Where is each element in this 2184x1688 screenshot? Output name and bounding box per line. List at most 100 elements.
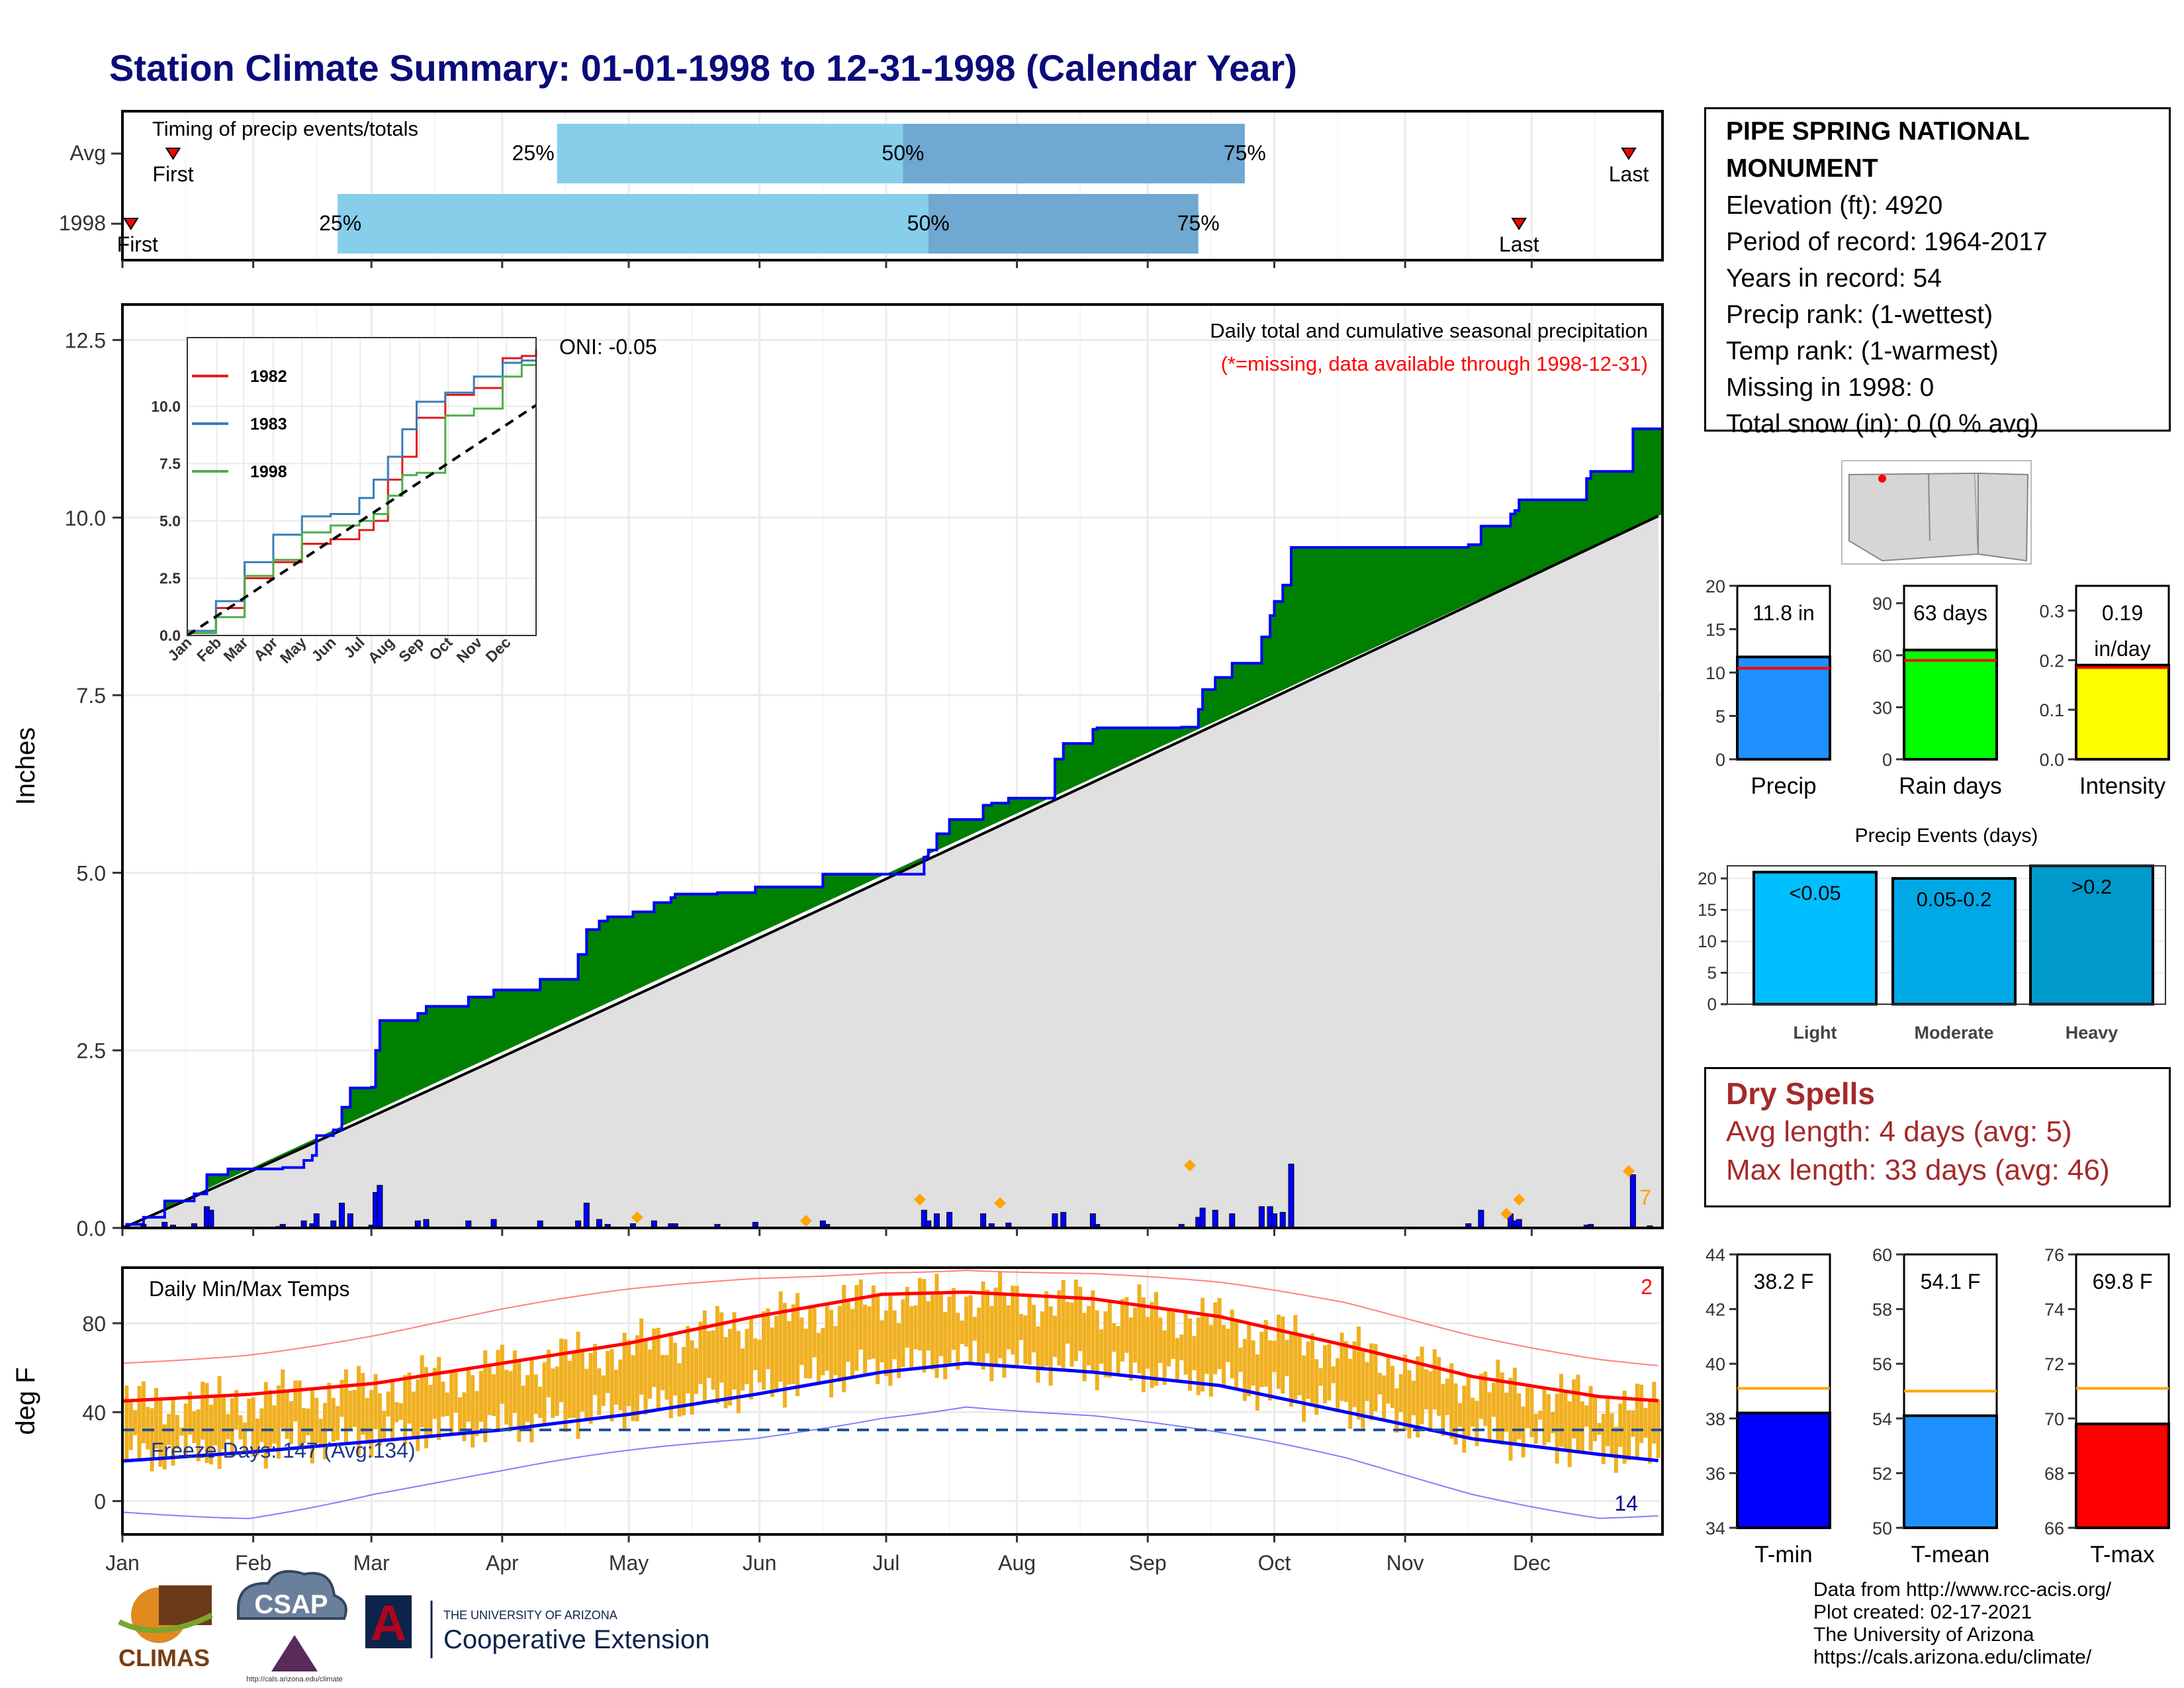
daily-temp-bar xyxy=(1133,1307,1138,1363)
daily-temp-bar xyxy=(1398,1374,1403,1413)
daily-temp-bar xyxy=(913,1305,918,1350)
station-missing: Missing in 1998: 0 xyxy=(1726,373,1934,402)
daily-temp-bar xyxy=(171,1397,175,1466)
daily-temp-bar xyxy=(1179,1335,1184,1360)
daily-temp-bar xyxy=(1238,1347,1243,1372)
daily-temp-bar xyxy=(357,1366,361,1455)
daily-temp-bar xyxy=(698,1321,703,1384)
daily-temp-bar xyxy=(1057,1290,1062,1366)
daily-temp-bar xyxy=(1213,1302,1218,1374)
daily-temp-bar xyxy=(238,1415,243,1440)
daily-temp-bar xyxy=(331,1397,336,1442)
daily-temp-bar xyxy=(1512,1368,1517,1444)
y-tick-label: 0 xyxy=(94,1490,106,1514)
daily-temp-bar xyxy=(289,1401,294,1444)
inset-series-line xyxy=(186,404,537,637)
y-tick-label: 10.0 xyxy=(65,506,106,530)
y-tick-label: 74 xyxy=(2044,1300,2064,1320)
daily-temp-bar xyxy=(1205,1315,1209,1374)
daily-temp-bar xyxy=(715,1305,719,1404)
daily-temp-bar xyxy=(842,1285,846,1393)
daily-temp-bar xyxy=(230,1398,234,1458)
y-tick-label: 60 xyxy=(1872,1245,1892,1265)
daily-temp-bar xyxy=(863,1304,868,1375)
daily-precip-bar xyxy=(1258,1206,1265,1229)
daily-temp-bar xyxy=(1635,1383,1639,1460)
daily-temp-bar xyxy=(188,1391,193,1435)
daily-temp-bar xyxy=(1310,1333,1314,1405)
daily-temp-bar xyxy=(403,1375,408,1445)
daily-temp-bar xyxy=(133,1410,138,1436)
daily-temp-bar xyxy=(162,1424,167,1470)
daily-temp-bar xyxy=(1183,1311,1188,1375)
daily-temp-bar xyxy=(411,1391,416,1440)
x-tick-label: Jul xyxy=(872,1551,899,1575)
daily-temp-bar xyxy=(766,1308,770,1370)
daily-temp-bar xyxy=(1171,1311,1175,1360)
daily-temp-bar xyxy=(1061,1280,1066,1370)
daily-precip-bar xyxy=(339,1202,345,1229)
daily-temp-bar xyxy=(1639,1384,1644,1443)
x-tick-label: Aug xyxy=(998,1551,1036,1575)
daily-temp-bar xyxy=(150,1408,154,1472)
ua-logo-line2: Cooperative Extension xyxy=(443,1625,709,1654)
daily-temp-bar xyxy=(512,1350,517,1413)
event-bar-label: <0.05 xyxy=(1789,882,1841,905)
daily-temp-bar xyxy=(1462,1385,1467,1453)
y-tick-label: 15 xyxy=(1698,900,1717,920)
timing-label: 50% xyxy=(907,211,950,235)
daily-temp-bar xyxy=(306,1408,310,1436)
summary-value-label: 11.8 in xyxy=(1752,601,1815,625)
daily-temp-bar xyxy=(934,1274,939,1378)
average-area xyxy=(122,516,1662,1229)
daily-temp-bar xyxy=(458,1397,463,1432)
y-tick-label: 42 xyxy=(1706,1300,1725,1320)
daily-temp-bar xyxy=(601,1375,606,1406)
daily-temp-bar xyxy=(812,1308,817,1358)
y-axis-label: deg F xyxy=(11,1367,40,1434)
daily-temp-bar xyxy=(327,1382,332,1429)
daily-temp-bar xyxy=(1517,1393,1522,1440)
daily-temp-bar xyxy=(880,1320,884,1363)
daily-temp-bar xyxy=(525,1375,530,1423)
daily-temp-bar xyxy=(1500,1372,1504,1445)
daily-temp-bar xyxy=(1343,1341,1348,1402)
daily-temp-bar xyxy=(432,1368,437,1419)
y-tick-label: 54 xyxy=(1872,1409,1892,1429)
daily-temp-bar xyxy=(850,1309,854,1378)
daily-temp-bar xyxy=(821,1328,825,1376)
daily-temp-bar xyxy=(158,1399,163,1467)
daily-temp-bar xyxy=(1631,1410,1635,1437)
daily-temp-bar xyxy=(1226,1329,1230,1362)
events-title: Precip Events (days) xyxy=(1855,825,2038,847)
daily-temp-bar xyxy=(1251,1340,1255,1386)
timing-bar-25-50 xyxy=(557,124,903,183)
daily-temp-bar xyxy=(1424,1369,1428,1410)
event-marker xyxy=(1183,1159,1196,1172)
daily-temp-bar xyxy=(154,1387,159,1449)
daily-temp-bar xyxy=(745,1329,749,1385)
panel-border xyxy=(1727,865,2166,1005)
daily-temp-bar xyxy=(500,1344,504,1404)
daily-temp-bar xyxy=(606,1350,610,1393)
daily-temp-bar xyxy=(584,1368,589,1421)
daily-precip-bar xyxy=(1212,1209,1218,1229)
category-label: Heavy xyxy=(2066,1023,2118,1043)
event-marker xyxy=(913,1194,926,1206)
credit-line: https://cals.arizona.edu/climate/ xyxy=(1813,1646,2092,1668)
daily-temp-bar xyxy=(631,1355,635,1421)
daily-temp-bar xyxy=(977,1307,981,1364)
daily-temp-bar xyxy=(1475,1401,1479,1446)
daily-temp-bar xyxy=(563,1339,568,1432)
category-label: Light xyxy=(1794,1023,1837,1043)
dry-spells-avg: Avg length: 4 days (avg: 5) xyxy=(1726,1115,2072,1148)
daily-temp-bar xyxy=(449,1372,454,1436)
y-tick-label: 70 xyxy=(2044,1409,2064,1429)
daily-temp-bar xyxy=(475,1391,479,1436)
daily-temp-bar xyxy=(1584,1405,1589,1427)
daily-temp-bar xyxy=(1352,1341,1357,1407)
daily-temp-bar xyxy=(1428,1371,1433,1432)
credit-line: Plot created: 02-17-2021 xyxy=(1813,1601,2032,1623)
daily-precip-bar xyxy=(377,1185,383,1229)
daily-temp-bar xyxy=(1027,1295,1032,1365)
